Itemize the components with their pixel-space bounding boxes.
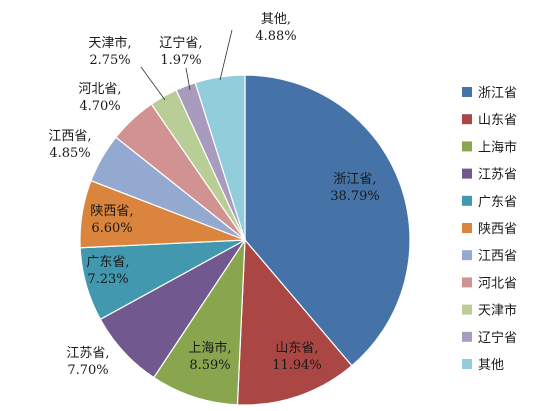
slice-label-value-7: 4.70% <box>79 99 120 114</box>
legend-swatch-8 <box>462 304 472 315</box>
legend-swatch-2 <box>462 141 472 152</box>
slice-label-value-9: 1.97% <box>160 53 201 68</box>
slice-label-value-5: 6.60% <box>91 221 132 236</box>
slice-label-name-1: 山东省, <box>275 341 318 356</box>
legend-label-7: 河北省 <box>478 276 517 291</box>
legend-swatch-6 <box>462 250 472 261</box>
slice-label-name-0: 浙江省, <box>333 172 376 187</box>
legend-swatch-1 <box>462 114 472 125</box>
legend-swatch-7 <box>462 277 472 288</box>
slice-label-value-0: 38.79% <box>330 189 380 204</box>
slice-label-name-3: 江苏省, <box>66 345 109 361</box>
slice-label-name-2: 上海市, <box>188 340 231 356</box>
slice-label-name-10: 其他, <box>261 12 291 27</box>
legend-swatch-4 <box>462 195 472 206</box>
legend-swatch-0 <box>462 87 472 97</box>
legend-swatch-9 <box>462 331 472 342</box>
slice-labels: 浙江省, 38.79% 山东省, 11.94% 上海市, 8.59% 江苏省, 7.70% 广东… <box>48 12 379 378</box>
slice-label-name-5: 陕西省, <box>90 204 133 219</box>
legend-label-2: 上海市 <box>478 139 517 155</box>
slice-label-value-10: 4.88% <box>255 29 296 44</box>
slice-label-name-9: 辽宁省, <box>159 35 202 51</box>
pie-slice-1 <box>236 238 353 406</box>
pie-slices <box>79 74 411 406</box>
legend-label-1: 山东省 <box>478 113 517 128</box>
leader-lines <box>140 29 233 101</box>
slice-label-name-4: 广东省, <box>86 255 129 270</box>
pie-slice-10 <box>194 74 246 241</box>
slice-label-value-2: 8.59% <box>189 358 230 373</box>
legend-label-9: 辽宁省 <box>478 330 517 346</box>
legend-swatch-10 <box>462 359 472 369</box>
leader-line-8 <box>140 66 166 101</box>
legend-label-3: 江苏省 <box>478 167 517 183</box>
legend-label-6: 江西省 <box>478 249 517 264</box>
legend-label-8: 天津市 <box>478 303 517 319</box>
slice-label-name-6: 江西省, <box>48 129 91 144</box>
leader-line-9 <box>185 67 191 91</box>
slice-label-value-1: 11.94% <box>272 358 322 373</box>
slice-label-value-8: 2.75% <box>89 53 130 68</box>
slice-label-value-4: 7.23% <box>87 272 128 287</box>
legend-label-4: 广东省 <box>478 195 517 210</box>
legend-label-0: 浙江省 <box>478 86 517 101</box>
slice-label-name-7: 河北省, <box>78 82 121 97</box>
legend-swatch-5 <box>462 223 472 233</box>
slice-label-value-6: 4.85% <box>49 146 90 161</box>
legend-label-10: 其他 <box>478 358 504 373</box>
legend-swatch-3 <box>462 168 472 179</box>
pie-slice-2 <box>152 237 246 406</box>
slice-label-value-3: 7.70% <box>67 363 108 378</box>
pie-slice-0 <box>244 74 411 367</box>
legend-label-5: 陕西省 <box>478 222 517 237</box>
slice-label-name-8: 天津市, <box>88 35 131 51</box>
leader-line-10 <box>219 29 233 81</box>
